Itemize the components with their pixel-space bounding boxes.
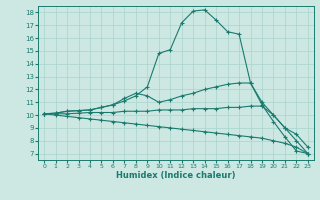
X-axis label: Humidex (Indice chaleur): Humidex (Indice chaleur) (116, 171, 236, 180)
